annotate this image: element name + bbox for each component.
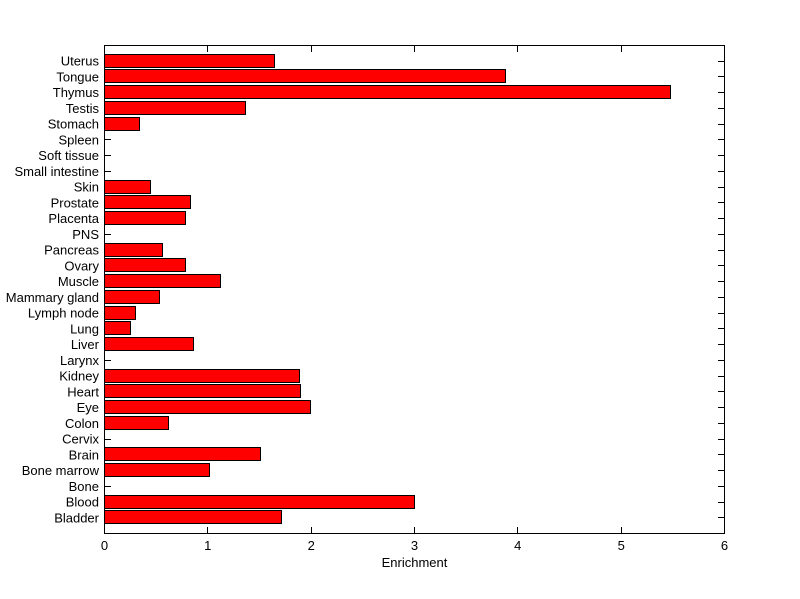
svg-text:Stomach: Stomach: [48, 117, 99, 132]
svg-text:Thymus: Thymus: [53, 85, 100, 100]
svg-text:6: 6: [721, 538, 728, 553]
svg-text:5: 5: [618, 538, 625, 553]
svg-text:Kidney: Kidney: [59, 369, 99, 384]
svg-text:Brain: Brain: [69, 447, 99, 462]
svg-text:PNS: PNS: [72, 227, 99, 242]
svg-text:Spleen: Spleen: [59, 133, 99, 148]
svg-text:Blood: Blood: [66, 495, 99, 510]
svg-text:Lymph node: Lymph node: [28, 306, 99, 321]
svg-text:Mammary gland: Mammary gland: [6, 290, 99, 305]
svg-text:2: 2: [308, 538, 315, 553]
svg-text:Ovary: Ovary: [64, 258, 99, 273]
svg-text:Uterus: Uterus: [61, 54, 100, 69]
svg-text:Heart: Heart: [67, 384, 99, 399]
svg-text:Tongue: Tongue: [56, 70, 99, 85]
svg-text:Prostate: Prostate: [51, 195, 99, 210]
svg-text:Pancreas: Pancreas: [44, 243, 99, 258]
svg-text:Testis: Testis: [66, 101, 100, 116]
svg-text:Bladder: Bladder: [54, 510, 99, 525]
svg-text:Lung: Lung: [70, 321, 99, 336]
svg-text:Liver: Liver: [71, 337, 100, 352]
svg-text:1: 1: [204, 538, 211, 553]
svg-text:Enrichment: Enrichment: [382, 555, 448, 570]
svg-text:Eye: Eye: [77, 400, 99, 415]
svg-text:Larynx: Larynx: [60, 353, 100, 368]
svg-text:Cervix: Cervix: [62, 432, 99, 447]
svg-text:4: 4: [514, 538, 521, 553]
svg-text:Small intestine: Small intestine: [14, 164, 99, 179]
svg-text:Placenta: Placenta: [48, 211, 99, 226]
svg-text:Skin: Skin: [74, 180, 99, 195]
svg-text:0: 0: [101, 538, 108, 553]
svg-text:Muscle: Muscle: [58, 274, 99, 289]
svg-text:Soft tissue: Soft tissue: [38, 148, 99, 163]
svg-text:Colon: Colon: [65, 416, 99, 431]
svg-text:Bone: Bone: [69, 479, 99, 494]
svg-text:3: 3: [411, 538, 418, 553]
svg-text:Bone marrow: Bone marrow: [22, 463, 100, 478]
